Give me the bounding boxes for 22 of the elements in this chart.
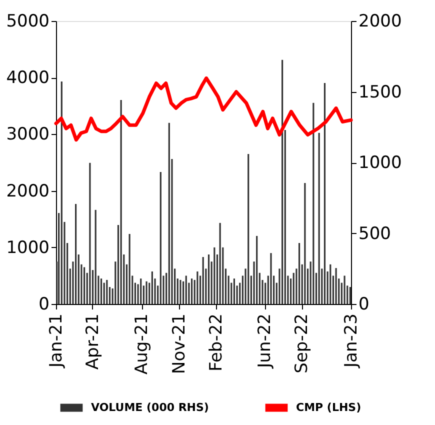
- legend-label: CMP (LHS): [296, 400, 362, 414]
- y-tick-label: 2000: [6, 181, 50, 202]
- x-tick-label: Feb-22: [206, 314, 227, 372]
- x-tick-label: Apr-21: [82, 314, 103, 370]
- y-tick-label: 3000: [6, 124, 50, 145]
- y2-tick-label: 2000: [358, 12, 402, 32]
- y2-tick-label: 500: [358, 224, 391, 244]
- x-tick-label: Jun-22: [255, 314, 276, 369]
- x-tick-label: Jan-21: [46, 314, 66, 368]
- y-tick-label: 5000: [6, 12, 50, 32]
- y-tick-label: 4000: [6, 68, 50, 88]
- x-tick-label: Aug-21: [132, 314, 152, 374]
- line-series: [54, 76, 353, 142]
- y2-tick-label: 0: [358, 294, 370, 314]
- y2-tick-label: 1500: [358, 82, 402, 102]
- x-tick-label: Nov-21: [169, 314, 190, 374]
- y-tick-label: 0: [38, 294, 50, 314]
- x-tick-label: Sep-22: [292, 314, 312, 374]
- x-tick-label: Jan-23: [342, 314, 362, 368]
- legend-label: VOLUME (000 RHS): [91, 400, 209, 414]
- y2-tick-label: 1000: [358, 153, 402, 173]
- y-tick-label: 1000: [6, 238, 50, 258]
